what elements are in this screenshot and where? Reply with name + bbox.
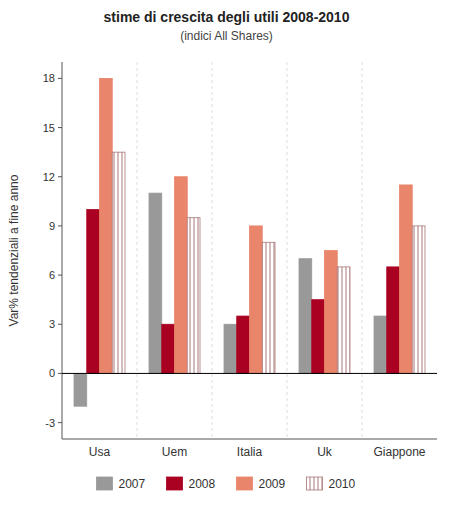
bar	[337, 267, 350, 374]
bar	[325, 251, 338, 374]
legend-label: 2007	[119, 477, 146, 491]
y-tick-label: 6	[49, 269, 55, 281]
bars	[74, 78, 425, 406]
group-separator	[137, 62, 138, 439]
bar	[87, 210, 100, 374]
bar	[162, 324, 175, 373]
chart: stime di crescita degli utili 2008-2010 (…	[0, 0, 453, 517]
bar	[400, 185, 413, 374]
bar	[262, 242, 275, 373]
y-axis: -3 0 3 6 9 12 15 18	[43, 62, 62, 439]
group-separator	[212, 62, 213, 439]
y-tick-label: 15	[43, 122, 55, 134]
y-tick-label: 18	[43, 72, 55, 84]
x-axis-line	[62, 439, 437, 440]
legend-swatch	[167, 477, 183, 490]
y-axis-label: Var% tendenziali a fine anno	[7, 174, 21, 326]
bar	[299, 259, 312, 374]
legend-label: 2009	[259, 477, 286, 491]
legend-swatch	[237, 477, 253, 490]
bar	[100, 78, 113, 373]
subtitle: (indici All Shares)	[180, 29, 273, 43]
bar	[250, 226, 263, 374]
bar	[149, 193, 162, 373]
x-tick-label: Uem	[162, 445, 187, 459]
legend-label: 2008	[189, 477, 216, 491]
bar	[224, 324, 237, 373]
x-tick-label: Italia	[237, 445, 263, 459]
y-tick	[58, 78, 62, 79]
y-tick-label: 9	[49, 220, 55, 232]
bar	[387, 267, 400, 374]
y-tick-label: -3	[45, 417, 55, 429]
y-tick-label: 3	[49, 318, 55, 330]
y-tick	[58, 176, 62, 177]
y-tick	[58, 275, 62, 276]
bar	[175, 177, 188, 374]
y-tick	[58, 422, 62, 423]
x-tick-label: Usa	[89, 445, 111, 459]
y-axis-line	[62, 62, 63, 439]
y-tick	[58, 127, 62, 128]
group-separator	[287, 62, 288, 439]
legend-label: 2010	[329, 477, 356, 491]
bar	[74, 373, 87, 406]
y-tick	[58, 225, 62, 226]
group-separator	[362, 62, 363, 439]
zero-line	[62, 373, 437, 374]
bar	[237, 316, 250, 373]
x-tick-label: Giappone	[373, 445, 425, 459]
y-tick	[58, 373, 62, 374]
x-tick-label: Uk	[317, 445, 333, 459]
legend-swatch	[97, 477, 113, 490]
y-tick-label: 0	[49, 367, 55, 379]
y-tick	[58, 324, 62, 325]
bar	[412, 226, 425, 374]
bar	[187, 218, 200, 374]
bar	[312, 300, 325, 374]
title: stime di crescita degli utili 2008-2010	[104, 9, 350, 25]
bar	[112, 152, 125, 373]
bar	[374, 316, 387, 373]
legend: 2007 2008 2009 2010	[97, 477, 356, 491]
y-tick-label: 12	[43, 171, 55, 183]
legend-swatch	[307, 477, 323, 490]
